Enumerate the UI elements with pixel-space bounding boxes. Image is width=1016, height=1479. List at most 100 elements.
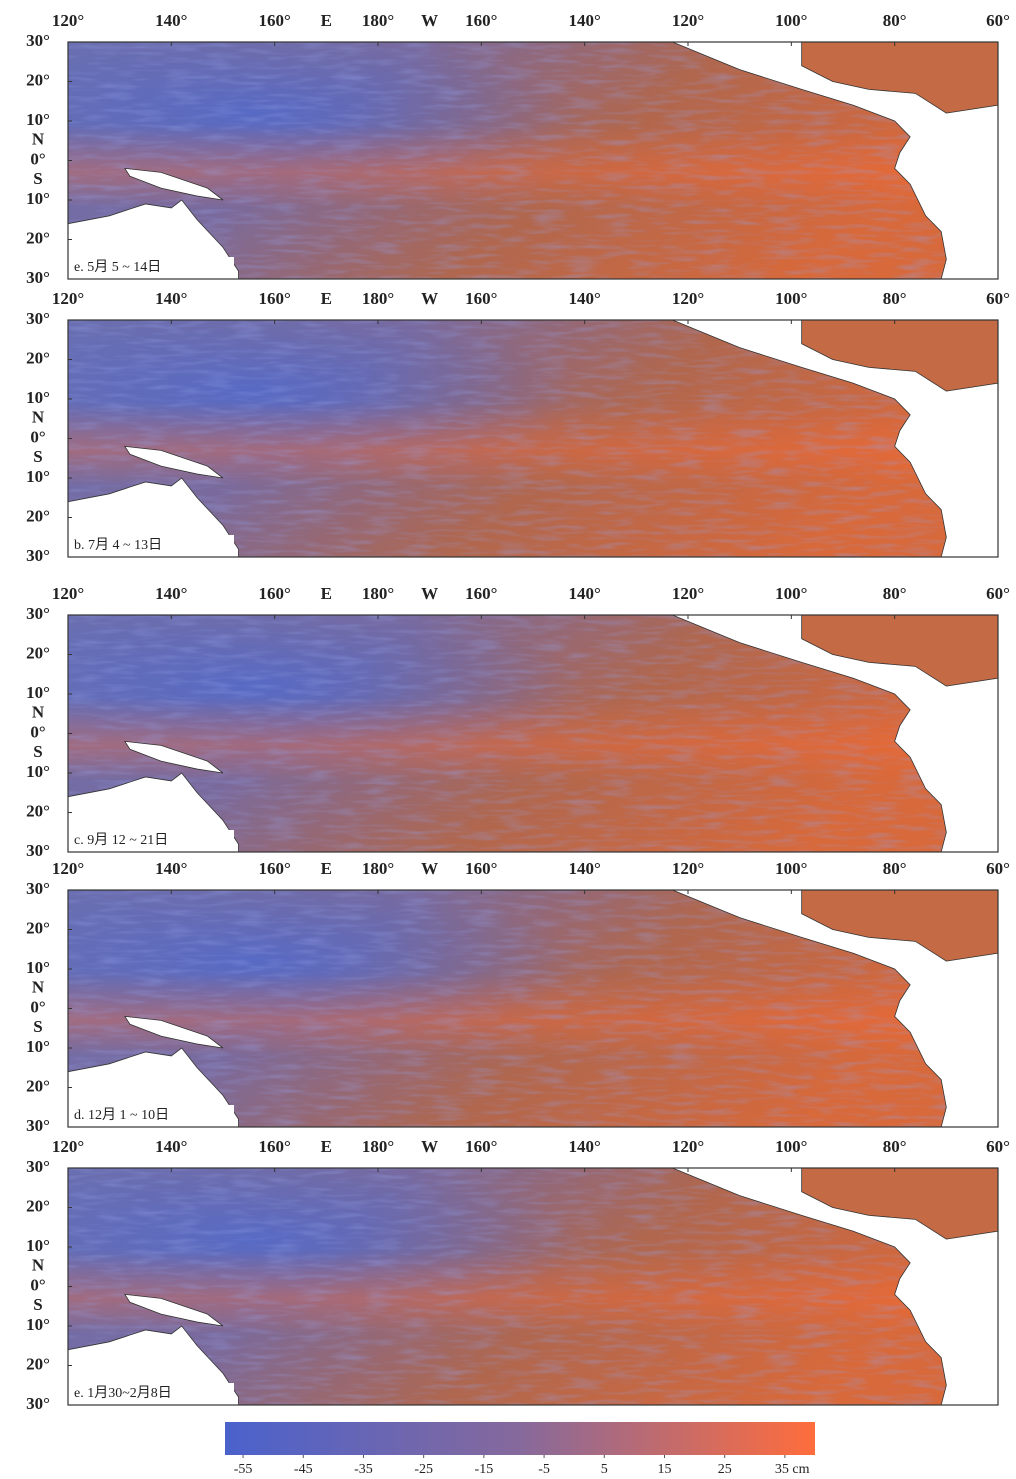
map-panel: 120° 140° 160° 180° 160° 140° 120° 100° 80° 60° E W…	[26, 584, 1010, 860]
lat-tick-label: 30°	[26, 309, 50, 328]
lon-tick-label: 160°	[465, 1137, 497, 1156]
lon-tick-label: 140°	[155, 11, 187, 30]
lon-tick-label: 180°	[362, 584, 394, 603]
lon-tick-label: 80°	[883, 11, 907, 30]
lat-tick-label: 30°	[26, 268, 50, 287]
lon-tick-label: 160°	[465, 584, 497, 603]
lat-tick-label: 20°	[26, 348, 50, 367]
lat-tick-label: 10°	[26, 110, 50, 129]
hemisphere-label: S	[33, 169, 42, 188]
lon-tick-label: 120°	[672, 859, 704, 878]
lat-tick-label: 30°	[26, 31, 50, 50]
lon-tick-label: 140°	[569, 1137, 601, 1156]
lat-tick-label: 30°	[26, 879, 50, 898]
lat-tick-label: 20°	[26, 918, 50, 937]
colorbar-tick-label: 5	[601, 1462, 608, 1477]
colorbar-tick-label: -35	[354, 1462, 373, 1477]
lon-tick-label: 160°	[465, 859, 497, 878]
colorbar-tick-label: 25	[718, 1462, 732, 1477]
lon-tick-label: 120°	[52, 11, 84, 30]
lat-tick-label: 10°	[26, 1315, 50, 1334]
lon-tick-label: 180°	[362, 289, 394, 308]
lat-tick-label: 10°	[26, 683, 50, 702]
lon-tick-label: 80°	[883, 1137, 907, 1156]
lon-tick-label: 140°	[569, 11, 601, 30]
lon-tick-label: 180°	[362, 859, 394, 878]
lon-tick-label: 160°	[259, 11, 291, 30]
lon-tick-label: 140°	[155, 859, 187, 878]
panel-label: e. 1月30~2月8日	[74, 1385, 172, 1401]
lon-tick-label: 140°	[155, 1137, 187, 1156]
lon-tick-label: 120°	[672, 1137, 704, 1156]
land	[124, 445, 224, 479]
panel-label: c. 9月 12 ~ 21日	[74, 832, 168, 848]
lon-tick-label: 80°	[883, 289, 907, 308]
lon-tick-label: 160°	[259, 859, 291, 878]
lat-tick-label: 20°	[26, 643, 50, 662]
lon-tick-label: 140°	[569, 859, 601, 878]
lon-tick-label: 140°	[569, 584, 601, 603]
lon-tick-label: 120°	[672, 584, 704, 603]
land	[124, 167, 224, 201]
land	[124, 740, 224, 774]
panel-label-box	[69, 830, 234, 851]
lon-tick-label: 80°	[883, 859, 907, 878]
hemisphere-label: E	[321, 859, 332, 878]
lon-tick-label: 160°	[259, 289, 291, 308]
lat-tick-label: 20°	[26, 228, 50, 247]
lat-tick-label: 20°	[26, 1354, 50, 1373]
lon-tick-label: 140°	[569, 289, 601, 308]
panel-label: d. 12月 1 ~ 10日	[74, 1107, 169, 1123]
lat-tick-label: 10°	[26, 1236, 50, 1255]
colorbar	[225, 1422, 815, 1455]
lat-tick-label: 20°	[26, 506, 50, 525]
colorbar-tick-label: -45	[294, 1462, 313, 1477]
lat-tick-label: 10°	[26, 467, 50, 486]
hemisphere-label: E	[321, 11, 332, 30]
hemisphere-label: E	[321, 289, 332, 308]
map-panel: 120° 140° 160° 180° 160° 140° 120° 100° 80° 60° E W…	[26, 11, 1010, 287]
lon-tick-label: 140°	[155, 289, 187, 308]
lon-tick-label: 160°	[259, 584, 291, 603]
lat-tick-label: 10°	[26, 1037, 50, 1056]
lat-tick-label: 20°	[26, 1076, 50, 1095]
panel-label-box	[69, 1105, 234, 1126]
lon-tick-label: 60°	[986, 289, 1010, 308]
land	[124, 1293, 224, 1327]
lat-tick-label: 10°	[26, 762, 50, 781]
hemisphere-label: N	[32, 1256, 45, 1275]
lat-tick-label: 0°	[30, 149, 45, 168]
lon-tick-label: 60°	[986, 1137, 1010, 1156]
hemisphere-label: N	[32, 703, 45, 722]
colorbar-tick-label: -5	[538, 1462, 550, 1477]
lon-tick-label: 100°	[775, 859, 807, 878]
lon-tick-label: 160°	[259, 1137, 291, 1156]
hemisphere-label: W	[421, 584, 438, 603]
hemisphere-label: S	[33, 1295, 42, 1314]
lon-tick-label: 100°	[775, 289, 807, 308]
land	[124, 1015, 224, 1049]
lat-tick-label: 30°	[26, 1394, 50, 1413]
hemisphere-label: W	[421, 289, 438, 308]
lon-tick-label: 160°	[465, 289, 497, 308]
hemisphere-label: N	[32, 408, 45, 427]
map-panel: 120° 140° 160° 180° 160° 140° 120° 100° 80° 60° E W…	[26, 1137, 1010, 1413]
lon-tick-label: 100°	[775, 584, 807, 603]
panel-label: e. 5月 5 ~ 14日	[74, 259, 161, 275]
hemisphere-label: E	[321, 1137, 332, 1156]
hemisphere-label: N	[32, 130, 45, 149]
hemisphere-label: W	[421, 859, 438, 878]
lon-tick-label: 100°	[775, 11, 807, 30]
hemisphere-label: E	[321, 584, 332, 603]
lon-tick-label: 60°	[986, 584, 1010, 603]
lon-tick-label: 120°	[52, 859, 84, 878]
panel-label-box	[69, 535, 234, 556]
colorbar-tick-label: -55	[234, 1462, 253, 1477]
lon-tick-label: 120°	[672, 289, 704, 308]
colorbar-tick-label: 35 cm	[775, 1462, 810, 1477]
hemisphere-label: S	[33, 742, 42, 761]
lon-tick-label: 80°	[883, 584, 907, 603]
lat-tick-label: 20°	[26, 70, 50, 89]
lon-tick-label: 180°	[362, 11, 394, 30]
